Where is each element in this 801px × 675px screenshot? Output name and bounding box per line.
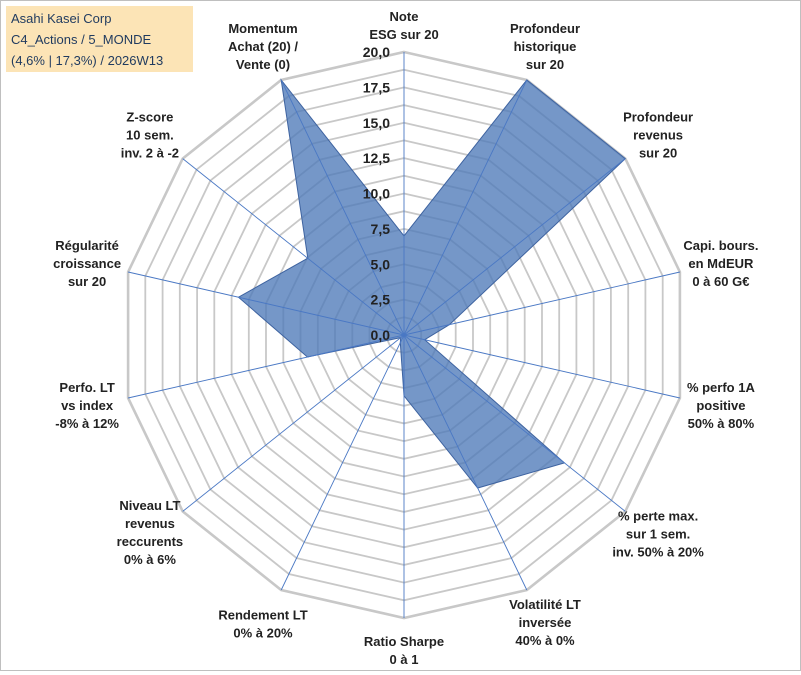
axis-spoke — [127, 271, 405, 336]
axis-label-line: historique — [514, 39, 577, 54]
axis-label-line: Note — [390, 9, 419, 24]
axis-label: Note ESG sur 20 — [369, 9, 438, 42]
tick-labels: 0,0 2,5 5,0 7,5 10,0 12,5 15,0 17,5 20,0 — [363, 44, 390, 343]
tick-label: 5,0 — [371, 256, 391, 272]
axis-label-line: inv. 2 à -2 — [121, 146, 179, 161]
axis-label-line: Perfo. LT — [59, 380, 114, 395]
axis-spoke — [403, 271, 681, 336]
axis-spoke — [127, 334, 405, 399]
axis-label-line: 0% à 20% — [233, 626, 293, 641]
tick-label: 0,0 — [371, 327, 391, 343]
axis-spoke — [280, 334, 405, 591]
axis-label-line: sur 1 sem. — [626, 526, 690, 541]
axis-label-line: -8% à 12% — [55, 416, 119, 431]
axis-label-line: 0 à 60 G€ — [692, 274, 749, 289]
axis-spoke — [403, 334, 528, 591]
axis-label-line: 50% à 80% — [688, 416, 755, 431]
title-category: C4_Actions / 5_MONDE — [11, 32, 152, 47]
axis-label-line: Rendement LT — [218, 608, 307, 623]
axis-spoke — [280, 79, 405, 336]
axis-spoke — [403, 79, 528, 336]
tick-label: 17,5 — [363, 79, 390, 95]
axis-label: Profondeur historique sur 20 — [510, 21, 580, 72]
tick-label: 7,5 — [371, 221, 391, 237]
axis-label-line: sur 20 — [68, 274, 106, 289]
axis-spoke — [182, 158, 405, 336]
axis-label-line: Z-score — [126, 110, 173, 125]
tick-label: 20,0 — [363, 44, 390, 60]
axis-label: Momentum Achat (20) / Vente (0) — [228, 21, 298, 72]
axis-label: % perfo 1A positive 50% à 80% — [687, 380, 756, 431]
axis-label-line: % perte max. — [618, 508, 698, 523]
axis-label-line: 0% à 6% — [124, 552, 176, 567]
axis-spoke — [182, 334, 405, 512]
axis-label-line: positive — [696, 398, 745, 413]
axis-label: Régularité croissance sur 20 — [53, 238, 121, 289]
tick-label: 2,5 — [371, 292, 391, 308]
axis-label: Niveau LT revenus reccurents 0% à 6% — [117, 498, 183, 567]
tick-label: 12,5 — [363, 150, 390, 166]
axis-label-line: ESG sur 20 — [369, 27, 438, 42]
axis-label-line: inversée — [519, 615, 572, 630]
axis-label-line: Profondeur — [623, 110, 693, 125]
axis-labels: Note ESG sur 20 Profondeur historique sur 20… — [53, 9, 758, 667]
axis-label: Capi. bours. en MdEUR 0 à 60 G€ — [683, 238, 758, 289]
axis-label-line: 0 à 1 — [390, 652, 419, 667]
axis-label-line: revenus — [125, 516, 175, 531]
axis-label: % perte max. sur 1 sem. inv. 50% à 20% — [612, 508, 704, 559]
title-company: Asahi Kasei Corp — [11, 11, 112, 26]
axis-label-line: Ratio Sharpe — [364, 634, 444, 649]
title-period: (4,6% | 17,3%) / 2026W13 — [11, 53, 164, 68]
tick-label: 15,0 — [363, 115, 390, 131]
axis-label: Ratio Sharpe 0 à 1 — [364, 634, 444, 667]
axis-label-line: Achat (20) / — [228, 39, 298, 54]
axis-label-line: Niveau LT — [119, 498, 180, 513]
axis-label-line: % perfo 1A — [687, 380, 756, 395]
title-box: Asahi Kasei Corp C4_Actions / 5_MONDE (4… — [6, 6, 193, 72]
axis-label-line: en MdEUR — [688, 256, 754, 271]
axis-spoke — [403, 158, 626, 336]
axis-spoke — [403, 334, 626, 512]
axis-label: Profondeur revenus sur 20 — [623, 110, 693, 161]
axis-label-line: sur 20 — [526, 57, 564, 72]
axis-label: Z-score 10 sem. inv. 2 à -2 — [121, 110, 179, 161]
axis-label-line: Momentum — [228, 21, 297, 36]
axis-label-line: revenus — [633, 128, 683, 143]
axis-label-line: Régularité — [55, 238, 119, 253]
axis-label-line: Profondeur — [510, 21, 580, 36]
axis-label-line: Volatilité LT — [509, 597, 581, 612]
axis-spoke — [403, 334, 681, 399]
axis-label-line: 40% à 0% — [515, 633, 575, 648]
axis-label-line: vs index — [61, 398, 114, 413]
axis-label-line: reccurents — [117, 534, 183, 549]
axis-label: Perfo. LT vs index -8% à 12% — [55, 380, 119, 431]
axis-label-line: Capi. bours. — [683, 238, 758, 253]
axis-label-line: Vente (0) — [236, 57, 290, 72]
tick-label: 10,0 — [363, 186, 390, 202]
axis-label: Volatilité LT inversée 40% à 0% — [509, 597, 581, 648]
axis-label-line: 10 sem. — [126, 128, 174, 143]
axis-spokes — [127, 52, 681, 618]
axis-label-line: sur 20 — [639, 146, 677, 161]
axis-label: Rendement LT 0% à 20% — [218, 608, 307, 641]
axis-label-line: croissance — [53, 256, 121, 271]
axis-label-line: inv. 50% à 20% — [612, 544, 704, 559]
